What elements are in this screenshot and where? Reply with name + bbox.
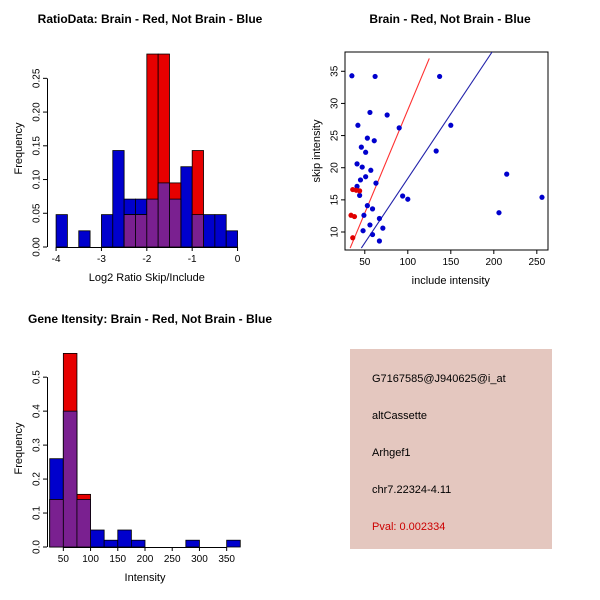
svg-text:150: 150: [442, 257, 459, 268]
svg-text:150: 150: [109, 554, 126, 565]
gene-histogram-title: Gene Itensity: Brain - Red, Not Brain - …: [27, 312, 273, 326]
svg-text:Frequency: Frequency: [13, 422, 25, 474]
svg-text:0.1: 0.1: [32, 506, 43, 520]
svg-text:0.3: 0.3: [32, 438, 43, 452]
ratio-histogram-canvas: -4 -3 -2 -1 0 0.00 0.05 0.10 0.15 0.20 0.25 Log2 Ra…: [13, 53, 241, 284]
ratio-histogram-panel: RatioData: Brain - Red, Not Brain - Blue…: [0, 0, 300, 300]
svg-text:0.05: 0.05: [32, 203, 43, 223]
info-panel: G7167585@J940625@i_at altCassette Arhgef…: [350, 349, 552, 549]
svg-text:0.25: 0.25: [32, 68, 43, 88]
svg-text:15: 15: [330, 194, 341, 206]
gene-histogram-panel: Gene Itensity: Brain - Red, Not Brain - …: [0, 300, 300, 600]
svg-text:0.10: 0.10: [32, 169, 43, 189]
scatter-canvas: 50 100 150 200 250 10 15 20 25 30 35 include intens…: [311, 51, 549, 287]
svg-text:0.20: 0.20: [32, 102, 43, 122]
svg-text:350: 350: [218, 554, 235, 565]
svg-text:0.4: 0.4: [32, 404, 43, 418]
svg-text:include intensity: include intensity: [412, 275, 491, 287]
svg-text:0: 0: [235, 254, 241, 265]
svg-text:Intensity: Intensity: [125, 572, 166, 584]
chromosome-location-text: chr7.22324-4.11: [372, 484, 452, 496]
scatter-title: Brain - Red, Not Brain - Blue: [369, 12, 531, 26]
svg-text:Log2 Ratio Skip/Include: Log2 Ratio Skip/Include: [89, 272, 205, 284]
scatter-panel: Brain - Red, Not Brain - Blue 50 100 150 20…: [300, 0, 600, 300]
svg-text:250: 250: [528, 257, 545, 268]
svg-text:50: 50: [359, 257, 371, 268]
svg-text:50: 50: [58, 554, 70, 565]
svg-text:100: 100: [399, 257, 416, 268]
svg-text:0.0: 0.0: [32, 540, 43, 554]
svg-text:0.00: 0.00: [32, 237, 43, 257]
svg-text:100: 100: [82, 554, 99, 565]
svg-text:skip intensity: skip intensity: [311, 119, 323, 182]
svg-text:300: 300: [191, 554, 208, 565]
probe-id-text: G7167585@J940625@i_at: [372, 373, 506, 385]
gene-histogram-canvas: 50 100 150 200 250 300 350 0.0 0.1 0.2 0.3 0.4 0.5 In…: [13, 352, 241, 584]
svg-text:20: 20: [330, 162, 341, 174]
pvalue-text: Pval: 0.002334: [372, 521, 446, 533]
svg-text:0.15: 0.15: [32, 136, 43, 156]
svg-text:0.2: 0.2: [32, 472, 43, 486]
svg-text:200: 200: [137, 554, 154, 565]
svg-text:250: 250: [164, 554, 181, 565]
svg-text:0.5: 0.5: [32, 370, 43, 384]
splice-type-text: altCassette: [372, 410, 428, 422]
svg-text:200: 200: [485, 257, 502, 268]
svg-text:-3: -3: [97, 254, 106, 265]
svg-text:-4: -4: [52, 254, 61, 265]
svg-text:25: 25: [330, 130, 341, 142]
svg-text:35: 35: [330, 65, 341, 77]
svg-text:10: 10: [330, 226, 341, 238]
svg-text:30: 30: [330, 97, 341, 109]
gene-name-text: Arhgef1: [372, 447, 411, 459]
svg-text:Frequency: Frequency: [13, 122, 25, 174]
svg-text:-2: -2: [142, 254, 151, 265]
ratio-histogram-title: RatioData: Brain - Red, Not Brain - Blue: [37, 12, 263, 26]
svg-text:-1: -1: [188, 254, 197, 265]
